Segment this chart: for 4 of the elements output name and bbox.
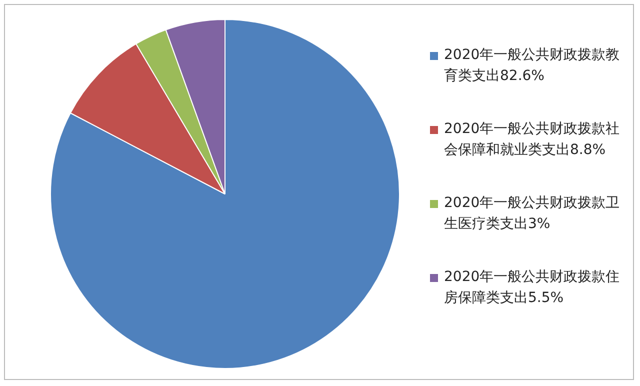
legend-label: 2020年一般公共财政拨款教育类支出82.6% bbox=[444, 46, 621, 86]
legend-label: 2020年一般公共财政拨款住房保障类支出5.5% bbox=[444, 268, 621, 308]
legend-label: 2020年一般公共财政拨款社会保障和就业类支出8.8% bbox=[444, 120, 621, 160]
legend-label: 2020年一般公共财政拨款卫生医疗类支出3% bbox=[444, 194, 621, 234]
